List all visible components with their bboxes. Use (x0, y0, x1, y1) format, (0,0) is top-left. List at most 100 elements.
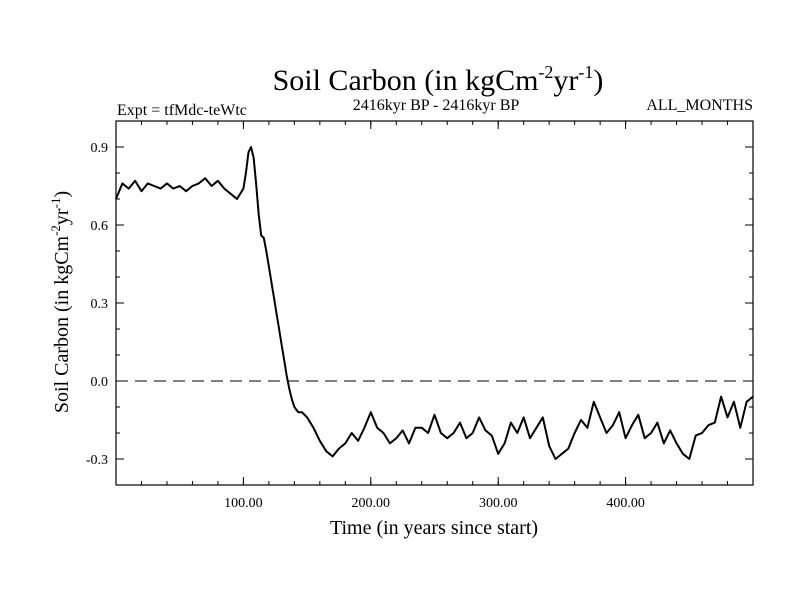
header-expt: Expt = tfMdc-teWtc (117, 102, 247, 119)
header-months: ALL_MONTHS (646, 97, 753, 114)
data-point (301, 411, 303, 413)
data-point (593, 401, 595, 403)
data-point (245, 172, 247, 174)
data-point (319, 440, 321, 442)
chart-title: Soil Carbon (in kgCm-2yr-1) (273, 62, 604, 97)
y-tick-label: 0.6 (91, 219, 109, 234)
data-point (281, 344, 283, 346)
data-point (278, 328, 280, 330)
series-layer (115, 146, 754, 460)
data-point (160, 188, 162, 190)
y-label-middle: yr (51, 208, 73, 225)
data-point (567, 448, 569, 450)
series-line (115, 146, 754, 460)
data-point (752, 396, 754, 398)
data-point (523, 416, 525, 418)
data-point (134, 180, 136, 182)
data-point (242, 188, 244, 190)
data-point (236, 198, 238, 200)
data-point (427, 432, 429, 434)
data-point (344, 442, 346, 444)
data-point (516, 432, 518, 434)
data-point (459, 422, 461, 424)
data-point (414, 427, 416, 429)
data-point (484, 429, 487, 431)
data-point (263, 237, 265, 239)
data-point (270, 281, 272, 283)
data-point (504, 442, 506, 444)
data-point (332, 455, 334, 457)
data-point (153, 185, 155, 187)
data-point (529, 437, 531, 439)
data-point (204, 177, 206, 179)
data-point (376, 427, 378, 429)
data-point (286, 375, 288, 377)
data-point (446, 437, 448, 439)
header-period: 2416kyr BP - 2416kyr BP (353, 97, 520, 114)
data-point (408, 442, 410, 444)
data-point (695, 435, 697, 437)
x-axis-label: Time (in years since start) (330, 517, 538, 539)
data-point (746, 401, 748, 403)
x-tick-label: 100.00 (224, 496, 263, 511)
data-point (574, 432, 576, 434)
data-point (258, 214, 260, 216)
y-tick-label: 0.9 (91, 141, 109, 156)
data-point (260, 234, 262, 236)
data-point (268, 266, 270, 268)
data-point (650, 432, 652, 434)
data-point (440, 432, 442, 434)
data-point (554, 458, 557, 460)
data-point (297, 411, 299, 413)
y-tick-label: 0.0 (91, 375, 109, 390)
data-point (115, 198, 117, 200)
data-point (510, 422, 512, 424)
data-point (306, 416, 308, 418)
data-point (720, 396, 722, 398)
chart-title-sup1: -2 (538, 62, 553, 82)
data-point (140, 190, 143, 192)
data-point (198, 182, 200, 184)
data-point (338, 448, 340, 450)
chart-title-suffix: ) (593, 64, 603, 97)
data-point (230, 193, 232, 195)
chart-title-middle: yr (553, 64, 578, 97)
data-point (389, 442, 391, 444)
data-point (363, 427, 365, 429)
y-tick-label: 0.3 (91, 297, 109, 312)
x-tick-label: 400.00 (606, 496, 645, 511)
data-point (273, 297, 275, 299)
data-point (223, 188, 225, 190)
data-point (421, 427, 423, 429)
x-tick-label: 200.00 (352, 496, 391, 511)
data-point (599, 416, 601, 418)
data-point (185, 190, 187, 192)
data-point (733, 401, 735, 403)
data-point (265, 250, 267, 252)
data-point (535, 427, 538, 429)
data-point (217, 180, 219, 182)
ticks-layer: 0.9 0.6 0.3 0.0 -0.3 100.00 200.00 300.00 400.00 (86, 120, 753, 511)
y-tick-label: -0.3 (86, 453, 108, 468)
chart-title-sup2: -1 (578, 62, 593, 82)
data-point (701, 432, 703, 434)
data-point (714, 422, 716, 424)
data-point (288, 388, 290, 390)
data-point (465, 437, 467, 439)
data-point (395, 437, 397, 439)
data-point (548, 445, 550, 447)
data-point (250, 146, 252, 148)
data-point (351, 432, 353, 434)
y-label-suffix: ) (51, 191, 73, 198)
data-point (625, 437, 627, 439)
data-point (726, 416, 729, 418)
data-point (121, 182, 123, 184)
data-point (688, 458, 690, 460)
data-point (631, 424, 633, 426)
plot-frame (115, 120, 754, 486)
data-point (128, 188, 130, 190)
y-label-prefix: Soil Carbon (in kgCm (51, 235, 73, 413)
data-point (656, 422, 659, 424)
